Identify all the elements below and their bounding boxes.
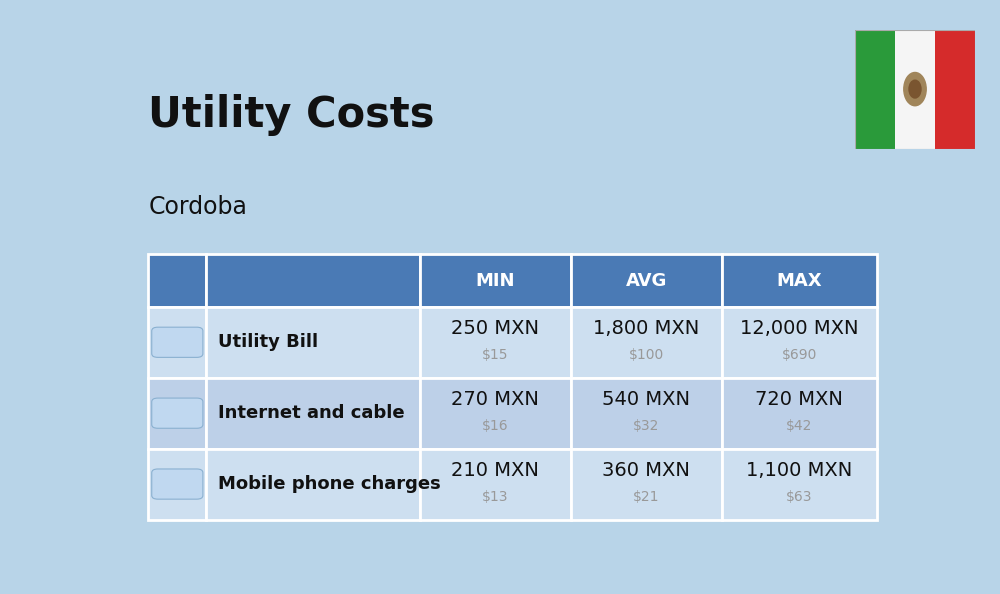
- Text: Cordoba: Cordoba: [148, 195, 247, 219]
- Bar: [855, 30, 895, 148]
- Text: $42: $42: [786, 419, 812, 433]
- Bar: [571, 378, 722, 448]
- Text: 12,000 MXN: 12,000 MXN: [740, 319, 858, 338]
- Bar: [420, 448, 571, 520]
- Text: $63: $63: [786, 490, 812, 504]
- Bar: [722, 307, 877, 378]
- Text: 720 MXN: 720 MXN: [755, 390, 843, 409]
- Text: $16: $16: [482, 419, 508, 433]
- Text: $32: $32: [633, 419, 659, 433]
- Text: $690: $690: [782, 348, 817, 362]
- Text: 270 MXN: 270 MXN: [451, 390, 539, 409]
- Bar: [148, 448, 206, 520]
- FancyBboxPatch shape: [152, 469, 203, 499]
- Bar: [148, 378, 206, 448]
- Text: $100: $100: [629, 348, 664, 362]
- Text: MAX: MAX: [776, 271, 822, 289]
- Bar: [571, 448, 722, 520]
- FancyBboxPatch shape: [152, 327, 203, 358]
- Bar: [148, 307, 206, 378]
- Bar: [420, 378, 571, 448]
- Text: 1,100 MXN: 1,100 MXN: [746, 461, 852, 480]
- Text: Utility Costs: Utility Costs: [148, 94, 435, 136]
- Text: Internet and cable: Internet and cable: [218, 404, 405, 422]
- Bar: [571, 254, 722, 307]
- Bar: [935, 30, 975, 148]
- Text: MIN: MIN: [475, 271, 515, 289]
- Text: 540 MXN: 540 MXN: [602, 390, 690, 409]
- Text: Mobile phone charges: Mobile phone charges: [218, 475, 441, 493]
- Text: $15: $15: [482, 348, 508, 362]
- FancyBboxPatch shape: [152, 398, 203, 428]
- Bar: [420, 254, 571, 307]
- Text: $21: $21: [633, 490, 659, 504]
- Bar: [722, 254, 877, 307]
- Text: Utility Bill: Utility Bill: [218, 333, 318, 351]
- Bar: [206, 378, 420, 448]
- Text: 250 MXN: 250 MXN: [451, 319, 539, 338]
- Bar: [722, 448, 877, 520]
- Bar: [571, 307, 722, 378]
- Bar: [148, 254, 206, 307]
- Text: $13: $13: [482, 490, 508, 504]
- Bar: [206, 307, 420, 378]
- Text: 210 MXN: 210 MXN: [451, 461, 539, 480]
- Text: AVG: AVG: [626, 271, 667, 289]
- Bar: [206, 448, 420, 520]
- Bar: [722, 378, 877, 448]
- Text: 1,800 MXN: 1,800 MXN: [593, 319, 699, 338]
- Circle shape: [909, 80, 921, 98]
- Text: 360 MXN: 360 MXN: [602, 461, 690, 480]
- Circle shape: [904, 72, 926, 106]
- Bar: [206, 254, 420, 307]
- Bar: [420, 307, 571, 378]
- Bar: [895, 30, 935, 148]
